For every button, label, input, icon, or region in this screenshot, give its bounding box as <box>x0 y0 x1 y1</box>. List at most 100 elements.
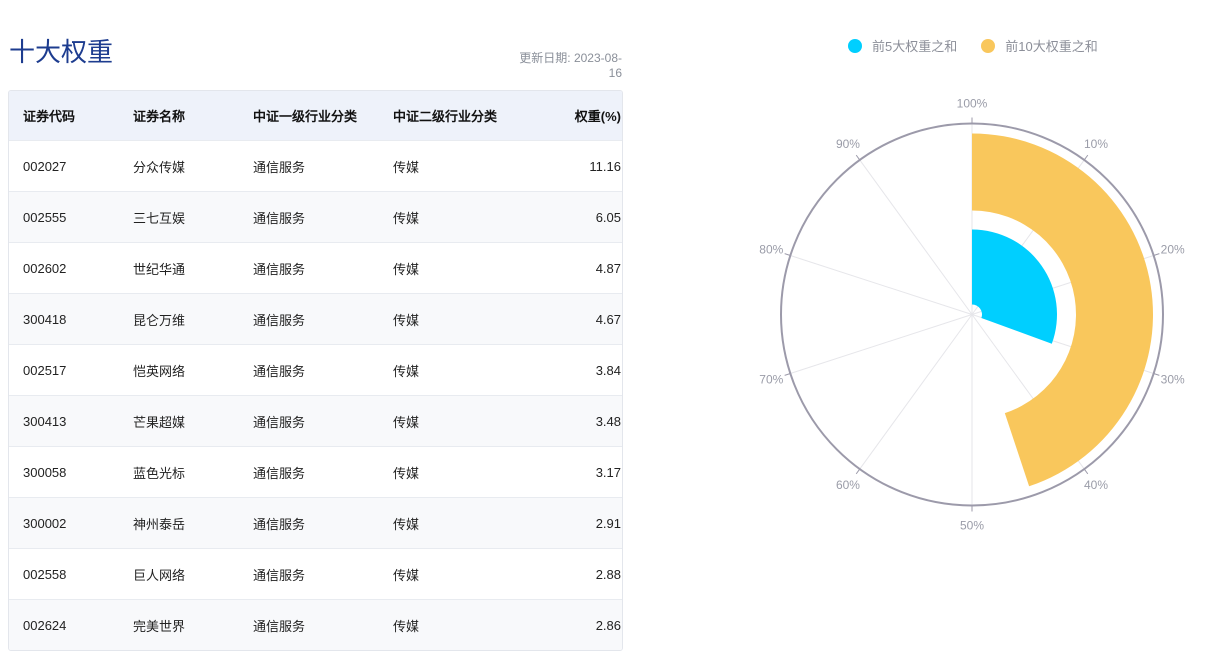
security-code: 002624 <box>23 617 67 633</box>
legend-dot-icon <box>981 38 996 53</box>
angle-tick-label: 60% <box>836 478 860 492</box>
security-name: 蓝色光标 <box>133 465 186 481</box>
industry-level2: 传媒 <box>393 312 420 328</box>
weight-value: 2.88 <box>595 566 621 582</box>
angle-tick-label: 80% <box>759 242 783 256</box>
tick-mark <box>1083 468 1089 475</box>
angle-tick-label: 90% <box>836 137 860 151</box>
angle-tick-label: 70% <box>759 373 783 387</box>
column-header-industry1: 中证一级行业分类 <box>253 109 358 124</box>
weight-value: 4.87 <box>595 260 621 276</box>
security-code: 002602 <box>23 260 67 276</box>
industry-level1: 通信服务 <box>253 312 306 328</box>
table-row[interactable]: 002555 三七互娱 通信服务 传媒 6.05 <box>9 192 622 243</box>
weight-value: 2.91 <box>595 515 621 531</box>
security-name: 恺英网络 <box>133 363 186 379</box>
weight-value: 3.48 <box>595 413 621 429</box>
table-row[interactable]: 002558 巨人网络 通信服务 传媒 2.88 <box>9 549 622 600</box>
spoke-line <box>790 255 973 315</box>
table-row[interactable]: 300058 蓝色光标 通信服务 传媒 3.17 <box>9 447 622 498</box>
legend-item-top10[interactable]: 前10大权重之和 <box>981 36 1098 55</box>
industry-level1: 通信服务 <box>253 465 306 481</box>
industry-level1: 通信服务 <box>253 414 306 430</box>
legend-item-top5[interactable]: 前5大权重之和 <box>848 36 957 55</box>
column-header-name: 证券名称 <box>133 109 186 124</box>
spoke-line <box>859 159 973 315</box>
security-name: 巨人网络 <box>133 567 186 583</box>
bar-top10-sum[interactable] <box>972 133 1153 487</box>
security-name: 三七互娱 <box>133 210 186 226</box>
weight-value: 3.17 <box>595 464 621 480</box>
tick-mark <box>855 154 861 161</box>
weight-value: 2.86 <box>595 617 621 633</box>
table-row[interactable]: 002027 分众传媒 通信服务 传媒 11.16 <box>9 141 622 192</box>
industry-level1: 通信服务 <box>253 618 306 634</box>
page-title: 十大权重 <box>9 37 114 67</box>
security-name: 昆仑万维 <box>133 312 186 328</box>
industry-level2: 传媒 <box>393 567 420 583</box>
weight-value: 4.67 <box>595 311 621 327</box>
industry-level1: 通信服务 <box>253 516 306 532</box>
table-header-row: 证券代码 证券名称 中证一级行业分类 中证二级行业分类 权重(%) <box>9 91 622 141</box>
weight-value: 3.84 <box>595 362 621 378</box>
industry-level2: 传媒 <box>393 414 420 430</box>
angle-tick-label: 40% <box>1084 478 1108 492</box>
industry-level2: 传媒 <box>393 210 420 226</box>
industry-level2: 传媒 <box>393 363 420 379</box>
spoke-line <box>859 314 973 470</box>
industry-level2: 传媒 <box>393 516 420 532</box>
security-code: 002027 <box>23 158 67 174</box>
security-name: 分众传媒 <box>133 159 186 175</box>
column-header-code: 证券代码 <box>23 109 76 124</box>
security-code: 002517 <box>23 362 67 378</box>
chart-legend: 前5大权重之和 前10大权重之和 <box>848 36 1122 55</box>
industry-level2: 传媒 <box>393 261 420 277</box>
top10-holdings-table: 证券代码 证券名称 中证一级行业分类 中证二级行业分类 权重(%) 002027… <box>8 90 623 651</box>
table-row[interactable]: 002624 完美世界 通信服务 传媒 2.86 <box>9 600 622 650</box>
table-row[interactable]: 300002 神州泰岳 通信服务 传媒 2.91 <box>9 498 622 549</box>
weight-value: 6.05 <box>595 209 621 225</box>
table-row[interactable]: 002517 恺英网络 通信服务 传媒 3.84 <box>9 345 622 396</box>
tick-mark <box>1083 154 1089 161</box>
angle-tick-label: 50% <box>960 519 984 533</box>
table-row[interactable]: 002602 世纪华通 通信服务 传媒 4.87 <box>9 243 622 294</box>
security-code: 300413 <box>23 413 67 429</box>
security-code: 002558 <box>23 566 67 582</box>
industry-level2: 传媒 <box>393 465 420 481</box>
tick-mark <box>855 468 861 475</box>
industry-level2: 传媒 <box>393 159 420 175</box>
table-row[interactable]: 300418 昆仑万维 通信服务 传媒 4.67 <box>9 294 622 345</box>
tick-mark <box>784 373 791 376</box>
angle-tick-label: 30% <box>1161 373 1185 387</box>
weight-value: 11.16 <box>589 158 621 174</box>
tick-mark <box>1153 253 1160 256</box>
polar-bar-chart: 100% 10% 20% 30% 40% 50% 60% 70% 80% 90% <box>759 97 1185 533</box>
industry-level1: 通信服务 <box>253 261 306 277</box>
angle-tick-label: 100% <box>957 97 988 111</box>
industry-level1: 通信服务 <box>253 567 306 583</box>
column-header-weight: 权重(%) <box>574 109 621 124</box>
security-code: 300418 <box>23 311 67 327</box>
security-name: 世纪华通 <box>133 261 186 277</box>
security-name: 完美世界 <box>133 618 186 634</box>
angle-tick-label: 20% <box>1161 242 1185 256</box>
column-header-industry2: 中证二级行业分类 <box>393 109 498 124</box>
industry-level1: 通信服务 <box>253 363 306 379</box>
legend-label: 前10大权重之和 <box>1005 39 1098 54</box>
tick-mark <box>1153 373 1160 376</box>
bar-top5-sum[interactable] <box>972 229 1057 344</box>
industry-level1: 通信服务 <box>253 159 306 175</box>
security-code: 002555 <box>23 209 67 225</box>
tick-mark <box>784 253 791 256</box>
industry-level1: 通信服务 <box>253 210 306 226</box>
legend-dot-icon <box>848 38 862 53</box>
spoke-line <box>790 314 973 374</box>
legend-label: 前5大权重之和 <box>872 39 958 54</box>
angle-tick-label: 10% <box>1084 137 1108 151</box>
security-name: 芒果超媒 <box>133 414 186 430</box>
security-name: 神州泰岳 <box>133 516 186 532</box>
industry-level2: 传媒 <box>393 618 420 634</box>
update-date: 更新日期: 2023-08-16 <box>519 51 622 80</box>
table-row[interactable]: 300413 芒果超媒 通信服务 传媒 3.48 <box>9 396 622 447</box>
security-code: 300058 <box>23 464 67 480</box>
